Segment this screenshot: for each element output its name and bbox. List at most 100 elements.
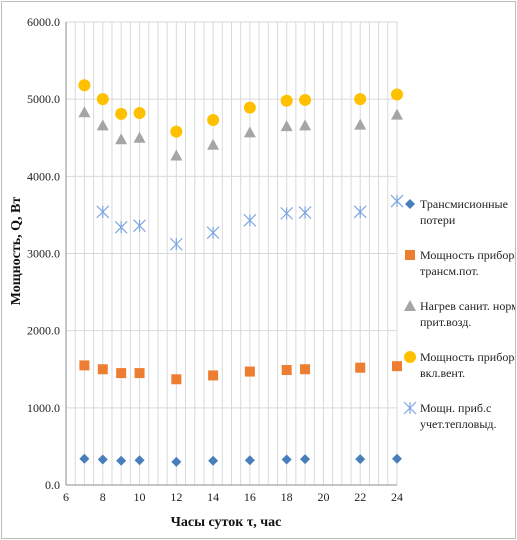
y-tick-label: 2000.0: [27, 324, 60, 338]
data-point: [114, 220, 128, 234]
tick-labels: 0.0 1000.0 2000.0 3000.0 4000.0 5000.0 6000.0 6…: [27, 15, 403, 504]
data-point: [354, 118, 367, 130]
data-point: [280, 120, 293, 132]
data-point: [115, 107, 128, 120]
data-point: [300, 364, 311, 375]
data-point: [392, 361, 402, 372]
x-axis-label: Часы суток τ, час: [171, 515, 282, 530]
legend-label: Мощность прибора с: [420, 350, 515, 364]
grid: [65, 21, 398, 486]
legend-entry: Трансмисионные потери: [405, 197, 508, 227]
axes: [65, 22, 397, 486]
legend: Трансмисионные потери Мощность прибора с тр…: [403, 197, 515, 431]
data-point: [208, 370, 219, 381]
x-tick-label: 10: [134, 490, 146, 504]
data-point: [207, 138, 220, 150]
data-point: [78, 79, 91, 92]
data-point: [97, 364, 108, 375]
x-tick-label: 14: [207, 490, 219, 504]
series-4: [78, 79, 403, 138]
legend-label: вкл.вент.: [420, 366, 465, 380]
data-point: [280, 206, 294, 220]
data-point: [79, 360, 90, 371]
legend-entry: Мощность прибора с трансм.пот.: [405, 248, 515, 278]
data-point: [280, 94, 293, 107]
data-point: [243, 213, 257, 227]
data-point: [133, 219, 146, 233]
legend-label: Мощность прибора с: [420, 248, 515, 262]
data-point: [300, 454, 311, 465]
data-point: [391, 88, 403, 101]
data-point: [353, 205, 367, 219]
legend-marker: [405, 250, 415, 260]
y-tick-label: 0.0: [45, 478, 60, 492]
legend-entry: Нагрев санит. нормы прит.возд.: [404, 299, 515, 329]
y-tick-label: 6000.0: [27, 15, 60, 29]
legend-marker: [405, 199, 415, 209]
data-point: [169, 237, 183, 251]
data-point: [96, 119, 109, 131]
data-point: [206, 226, 220, 240]
data-point: [208, 455, 219, 466]
data-point: [96, 205, 110, 219]
y-tick-label: 3000.0: [27, 247, 60, 261]
legend-label: прит.возд.: [420, 315, 471, 329]
data-point: [133, 131, 146, 143]
data-point: [79, 453, 90, 464]
y-tick-label: 5000.0: [27, 92, 60, 106]
legend-marker: [404, 300, 416, 311]
legend-label: Трансмисионные: [420, 197, 508, 211]
legend-entry: Мощность прибора с вкл.вент.: [404, 350, 515, 380]
data-point: [171, 456, 182, 467]
series-3: [78, 106, 403, 161]
data-point: [243, 101, 256, 114]
data-point: [244, 366, 255, 377]
x-tick-label: 12: [170, 490, 182, 504]
data-point: [299, 119, 312, 131]
legend-label: потери: [420, 213, 456, 227]
data-point: [78, 106, 91, 118]
x-tick-label: 18: [281, 490, 293, 504]
data-point: [97, 454, 108, 465]
x-tick-label: 16: [244, 490, 256, 504]
data-point: [355, 362, 366, 373]
x-tick-label: 22: [354, 490, 366, 504]
data-point: [134, 455, 145, 466]
data-point: [298, 206, 312, 220]
series-5: [96, 194, 404, 251]
data-point: [281, 365, 292, 376]
data-point: [390, 194, 404, 208]
data-point: [171, 374, 182, 385]
data-point: [355, 454, 366, 465]
x-tick-label: 8: [100, 490, 106, 504]
data-point: [299, 93, 312, 106]
y-tick-label: 1000.0: [27, 401, 60, 415]
y-axis-label: Мощность, Q, Вт: [9, 197, 24, 306]
x-tick-label: 6: [63, 490, 69, 504]
data-point: [170, 125, 183, 138]
y-tick-label: 4000.0: [27, 169, 60, 183]
data-point: [116, 455, 127, 466]
data-point: [115, 133, 128, 145]
data-point: [391, 108, 403, 120]
legend-label: трансм.пот.: [420, 264, 479, 278]
legend-marker: [404, 351, 416, 363]
legend-entry: Мощн. приб.с учет.тепловыд.: [403, 401, 497, 431]
data-point: [134, 368, 145, 379]
data-point: [96, 93, 109, 106]
data-point: [170, 149, 183, 161]
data-point: [354, 93, 367, 106]
series-1: [79, 453, 402, 467]
data-point: [116, 368, 127, 379]
data-point: [392, 453, 402, 464]
data-point: [207, 114, 220, 127]
legend-label: Нагрев санит. нормы: [420, 299, 515, 313]
legend-label: Мощн. приб.с: [420, 401, 491, 415]
data-point: [133, 107, 146, 120]
x-tick-label: 24: [391, 490, 403, 504]
series-2: [79, 360, 402, 385]
legend-label: учет.тепловыд.: [420, 417, 497, 431]
x-tick-label: 20: [317, 490, 329, 504]
